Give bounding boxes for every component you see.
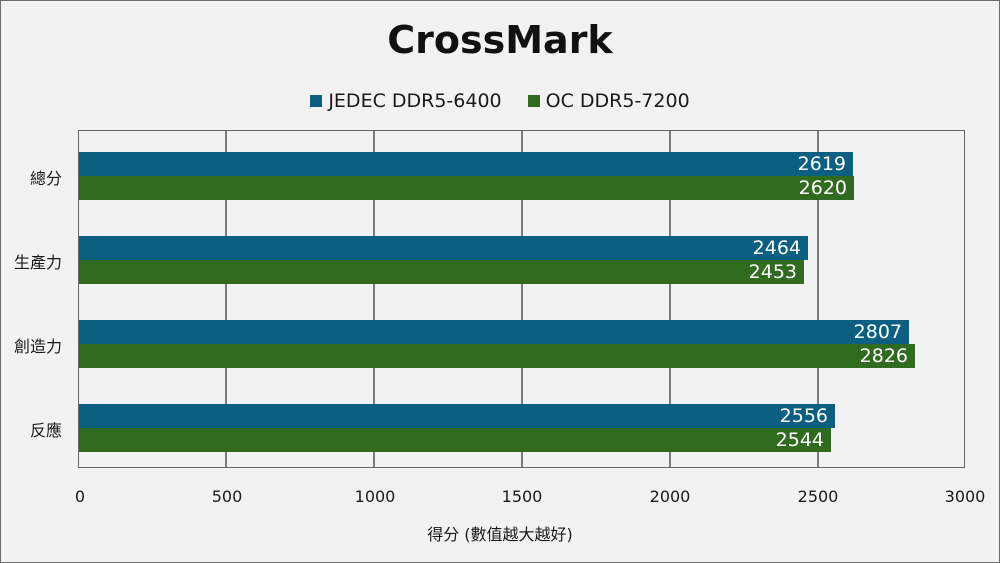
bar-oc-productivity: 2453 xyxy=(79,260,804,284)
bar-value: 2620 xyxy=(798,177,847,199)
plot-area: 2619 2620 2464 2453 2807 2826 2556 2544 xyxy=(78,130,965,468)
category-label: 生產力 xyxy=(13,253,62,272)
x-axis-label: 得分 (數值越大越好) xyxy=(427,525,573,544)
bar-oc-creativity: 2826 xyxy=(79,344,915,368)
bar-value: 2464 xyxy=(752,237,801,259)
x-tick: 3000 xyxy=(944,487,986,506)
bar-value: 2556 xyxy=(779,405,828,427)
legend-item-jedec: JEDEC DDR5-6400 xyxy=(310,90,502,112)
category-label: 創造力 xyxy=(13,337,62,356)
bar-value: 2807 xyxy=(853,321,902,343)
bar-oc-responsiveness: 2544 xyxy=(79,428,831,452)
x-tick: 0 xyxy=(74,487,86,506)
bar-jedec-productivity: 2464 xyxy=(79,236,808,260)
legend-label-jedec: JEDEC DDR5-6400 xyxy=(328,90,502,112)
legend-swatch-jedec xyxy=(310,95,323,107)
bar-value: 2619 xyxy=(797,153,846,175)
bar-jedec-total: 2619 xyxy=(79,152,853,176)
gridline-1500 xyxy=(521,131,523,467)
gridline-2500 xyxy=(817,131,819,467)
gridline-1000 xyxy=(373,131,375,467)
x-tick: 2000 xyxy=(649,487,691,506)
legend-label-oc: OC DDR5-7200 xyxy=(545,90,690,112)
x-tick: 2500 xyxy=(797,487,839,506)
category-label: 反應 xyxy=(29,421,62,440)
x-tick: 500 xyxy=(211,487,243,506)
bar-jedec-creativity: 2807 xyxy=(79,320,909,344)
gridline-500 xyxy=(225,131,227,467)
gridline-2000 xyxy=(669,131,671,467)
x-tick: 1000 xyxy=(354,487,396,506)
bar-jedec-responsiveness: 2556 xyxy=(79,404,835,428)
x-tick: 1500 xyxy=(501,487,543,506)
bar-value: 2544 xyxy=(775,429,824,451)
bar-value: 2826 xyxy=(859,345,908,367)
legend: JEDEC DDR5-6400 OC DDR5-7200 xyxy=(0,90,1000,112)
category-label: 總分 xyxy=(29,169,62,188)
legend-item-oc: OC DDR5-7200 xyxy=(527,90,690,112)
chart-title: CrossMark xyxy=(387,18,613,62)
bar-oc-total: 2620 xyxy=(79,176,854,200)
bar-value: 2453 xyxy=(748,261,797,283)
legend-swatch-oc xyxy=(527,95,540,107)
